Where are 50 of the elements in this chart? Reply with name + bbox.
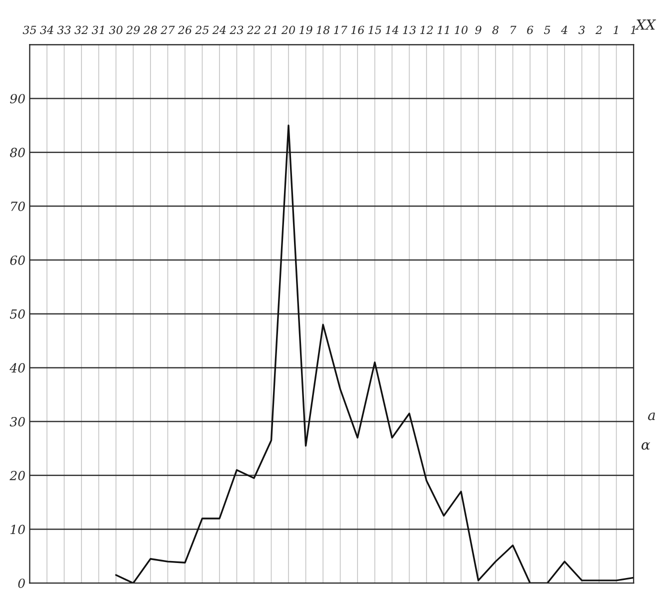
x-tick-label: 27 bbox=[160, 26, 175, 34]
x-tick-label: 29 bbox=[126, 26, 140, 34]
x-tick-label: 33 bbox=[57, 26, 71, 34]
y-tick-label: 40 bbox=[10, 363, 25, 373]
x-tick-label: 34 bbox=[40, 26, 54, 34]
x-tick-label: 17 bbox=[334, 26, 348, 34]
x-tick-label: 31 bbox=[92, 26, 104, 34]
x-tick-label: 32 bbox=[74, 26, 88, 34]
x-tick-label: 7 bbox=[510, 26, 516, 34]
x-tick-label: 6 bbox=[527, 26, 534, 34]
x-tick-label: 8 bbox=[492, 26, 499, 34]
y-tick-label: 0 bbox=[18, 578, 25, 588]
x-tick-label: 15 bbox=[368, 26, 382, 34]
x-tick-label: 18 bbox=[316, 26, 330, 34]
x-tick-label: 23 bbox=[230, 26, 244, 34]
x-tick-label: 24 bbox=[212, 26, 226, 34]
x-tick-label: 16 bbox=[351, 26, 364, 34]
y-tick-label: 50 bbox=[10, 309, 25, 319]
text: a bbox=[648, 412, 655, 420]
x-tick-label: 28 bbox=[143, 26, 157, 34]
x-tick-label: 22 bbox=[246, 26, 260, 34]
text: XX bbox=[634, 19, 656, 30]
x-tick-label: 1 bbox=[614, 26, 618, 34]
x-tick-label: 14 bbox=[386, 26, 398, 34]
x-tick-label: 3 bbox=[578, 26, 585, 34]
text: α bbox=[642, 442, 650, 450]
x-tick-label: 19 bbox=[299, 26, 312, 34]
x-tick-label: 20 bbox=[281, 26, 296, 34]
x-tick-label: 2 bbox=[596, 26, 602, 34]
x-tick-label: 1 bbox=[630, 26, 635, 34]
x-tick-label: 4 bbox=[561, 26, 568, 34]
x-tick-label: 9 bbox=[475, 26, 482, 34]
y-tick-label: 60 bbox=[10, 255, 25, 265]
x-tick-label: 30 bbox=[109, 26, 122, 34]
x-tick-label: 26 bbox=[178, 26, 192, 34]
y-tick-label: 20 bbox=[10, 470, 25, 480]
x-tick-label: 35 bbox=[22, 26, 36, 34]
x-tick-label: 25 bbox=[195, 26, 209, 34]
x-tick-label: 13 bbox=[403, 26, 416, 34]
x-tick-label: 21 bbox=[264, 26, 276, 34]
y-tick-label: 90 bbox=[10, 94, 25, 104]
x-tick-label: 5 bbox=[544, 26, 550, 34]
x-tick-label: 10 bbox=[454, 26, 468, 34]
y-tick-label: 10 bbox=[10, 524, 25, 534]
x-tick-label: 12 bbox=[420, 26, 433, 34]
line-series bbox=[115, 124, 634, 584]
y-tick-label: 30 bbox=[10, 417, 25, 426]
y-tick-label: 70 bbox=[11, 202, 25, 212]
x-tick-label: 11 bbox=[438, 26, 449, 34]
y-tick-label: 80 bbox=[10, 148, 25, 158]
